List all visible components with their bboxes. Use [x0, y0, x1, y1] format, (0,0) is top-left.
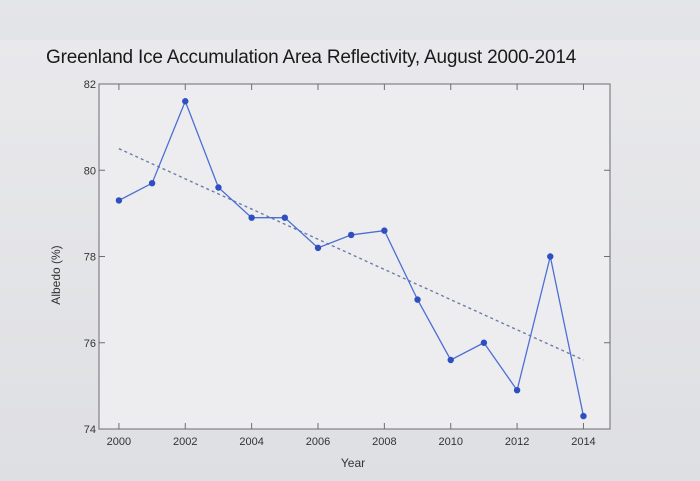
- data-point: [182, 98, 189, 105]
- x-tick-label: 2004: [239, 436, 263, 448]
- y-tick-label: 76: [84, 338, 96, 350]
- series-layer: [115, 98, 587, 420]
- y-tick-label: 74: [84, 424, 96, 436]
- trend-line: [118, 148, 584, 361]
- data-point: [347, 231, 355, 239]
- x-tick-label: 2000: [107, 436, 131, 448]
- data-point: [248, 214, 255, 221]
- y-tick-label: 80: [84, 165, 96, 177]
- data-point: [547, 253, 554, 260]
- data-point: [115, 197, 123, 204]
- data-point: [513, 386, 521, 394]
- trend-layer: [118, 148, 584, 361]
- y-axis-label: Albedo (%): [49, 245, 63, 305]
- data-point: [480, 339, 488, 346]
- x-tick-label: 2006: [306, 436, 330, 448]
- data-point: [447, 356, 454, 364]
- x-axis-label: Year: [340, 456, 366, 470]
- y-tick-label: 78: [84, 252, 96, 264]
- chart-title: Greenland Ice Accumulation Area Reflecti…: [46, 47, 577, 68]
- data-point: [148, 179, 156, 187]
- y-tick-label: 82: [84, 79, 96, 91]
- data-point: [215, 184, 222, 191]
- data-point: [414, 296, 421, 303]
- tick-labels: 2000 2002 2004 2006 2008 2010 2012 2014 74 76 78 80…: [84, 79, 596, 448]
- x-tick-label: 2012: [505, 436, 529, 448]
- data-point: [281, 214, 289, 221]
- axis-ticks: [99, 83, 610, 430]
- x-tick-label: 2008: [372, 436, 396, 448]
- x-tick-label: 2014: [571, 436, 595, 448]
- x-tick-label: 2002: [173, 436, 197, 448]
- data-point: [580, 412, 587, 420]
- x-tick-label: 2010: [438, 436, 462, 448]
- data-point: [314, 244, 322, 252]
- data-point: [381, 227, 388, 234]
